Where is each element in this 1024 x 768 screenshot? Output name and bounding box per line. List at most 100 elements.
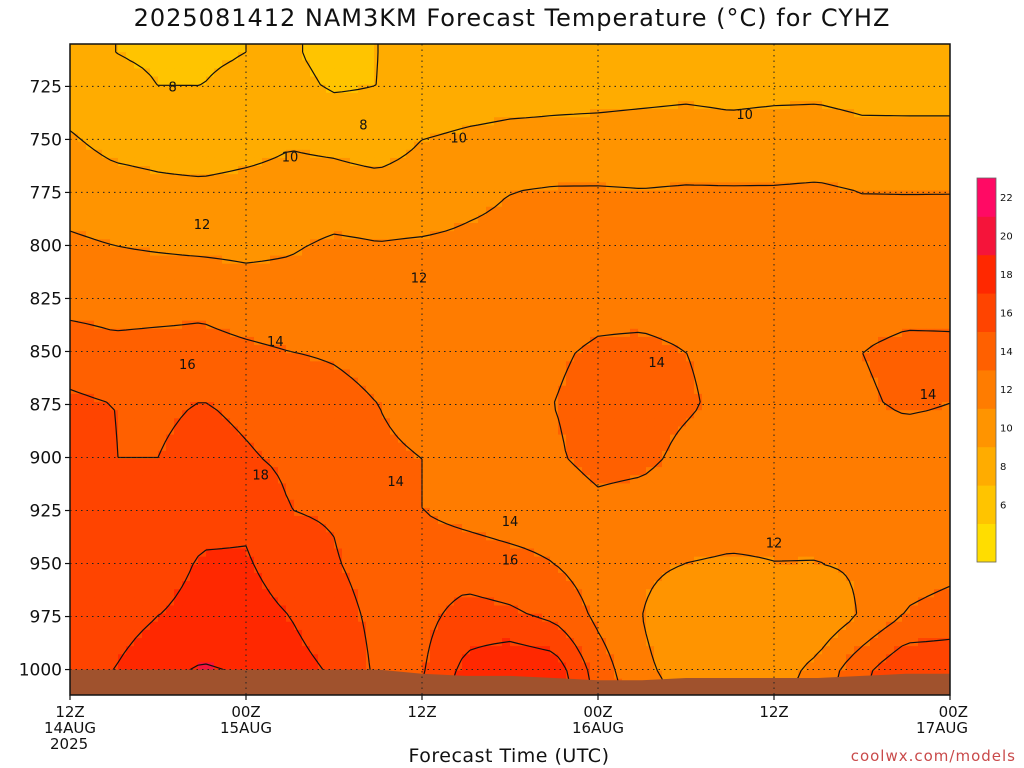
temperature-cell bbox=[374, 255, 383, 265]
temperature-cell bbox=[302, 385, 311, 395]
temperature-cell bbox=[414, 231, 423, 240]
temperature-cell bbox=[494, 125, 503, 135]
temperature-cell bbox=[526, 76, 535, 86]
temperature-cell bbox=[310, 336, 319, 346]
temperature-cell bbox=[582, 402, 591, 411]
temperature-cell bbox=[326, 223, 335, 232]
temperature-cell bbox=[318, 328, 327, 338]
temperature-cell bbox=[486, 68, 495, 78]
temperature-cell bbox=[598, 133, 607, 143]
temperature-cell bbox=[462, 100, 471, 110]
temperature-cell bbox=[542, 296, 551, 305]
temperature-cell bbox=[926, 84, 935, 94]
temperature-cell bbox=[878, 44, 887, 53]
temperature-cell bbox=[510, 125, 519, 135]
temperature-cell bbox=[86, 60, 95, 70]
temperature-cell bbox=[86, 190, 95, 200]
temperature-cell bbox=[422, 369, 431, 379]
temperature-cell bbox=[574, 198, 583, 208]
temperature-cell bbox=[78, 223, 87, 232]
temperature-cell bbox=[214, 393, 223, 403]
temperature-cell bbox=[222, 239, 231, 249]
temperature-cell bbox=[278, 271, 287, 281]
temperature-cell bbox=[230, 141, 239, 151]
temperature-cell bbox=[182, 149, 191, 159]
temperature-cell bbox=[270, 304, 279, 314]
temperature-cell bbox=[550, 255, 559, 265]
temperature-cell bbox=[310, 76, 319, 86]
temperature-cell bbox=[510, 336, 519, 346]
temperature-cell bbox=[414, 174, 423, 183]
temperature-cell bbox=[902, 353, 911, 362]
temperature-cell bbox=[134, 312, 143, 322]
temperature-cell bbox=[910, 247, 919, 257]
temperature-cell bbox=[526, 271, 535, 281]
temperature-cell bbox=[494, 328, 503, 338]
temperature-cell bbox=[158, 60, 167, 70]
temperature-cell bbox=[710, 385, 719, 395]
temperature-cell bbox=[86, 117, 95, 126]
temperature-cell bbox=[470, 231, 479, 240]
temperature-cell bbox=[166, 247, 175, 257]
temperature-cell bbox=[550, 44, 559, 53]
temperature-cell bbox=[806, 117, 815, 126]
temperature-cell bbox=[230, 44, 239, 53]
temperature-cell bbox=[598, 214, 607, 224]
temperature-cell bbox=[150, 125, 159, 135]
temperature-cell bbox=[774, 141, 783, 151]
temperature-cell bbox=[110, 125, 119, 135]
temperature-cell bbox=[566, 44, 575, 53]
temperature-cell bbox=[590, 206, 599, 216]
temperature-cell bbox=[174, 125, 183, 135]
temperature-cell bbox=[582, 44, 591, 53]
temperature-cell bbox=[534, 117, 543, 126]
temperature-cell bbox=[918, 52, 927, 61]
temperature-cell bbox=[710, 190, 719, 200]
temperature-cell bbox=[86, 336, 95, 346]
temperature-cell bbox=[718, 223, 727, 232]
temperature-cell bbox=[502, 109, 511, 118]
temperature-cell bbox=[678, 133, 687, 143]
temperature-cell bbox=[582, 157, 591, 167]
temperature-cell bbox=[422, 279, 431, 289]
temperature-cell bbox=[510, 320, 519, 330]
temperature-cell bbox=[246, 231, 255, 240]
temperature-cell bbox=[390, 263, 399, 273]
temperature-cell bbox=[222, 92, 231, 102]
temperature-cell bbox=[750, 60, 759, 70]
temperature-cell bbox=[302, 402, 311, 411]
temperature-cell bbox=[894, 84, 903, 94]
temperature-cell bbox=[694, 76, 703, 86]
temperature-cell bbox=[398, 410, 407, 419]
temperature-cell bbox=[638, 223, 647, 232]
temperature-cell bbox=[614, 157, 623, 167]
temperature-cell bbox=[942, 304, 950, 314]
temperature-cell bbox=[878, 198, 887, 208]
temperature-cell bbox=[718, 263, 727, 273]
temperature-cell bbox=[830, 109, 839, 118]
temperature-cell bbox=[118, 231, 127, 240]
temperature-cell bbox=[582, 206, 591, 216]
temperature-cell bbox=[670, 393, 679, 403]
temperature-cell bbox=[774, 312, 783, 322]
temperature-cell bbox=[398, 320, 407, 330]
temperature-cell bbox=[182, 100, 191, 110]
temperature-cell bbox=[254, 166, 263, 175]
temperature-cell bbox=[414, 271, 423, 281]
temperature-cell bbox=[830, 393, 839, 403]
temperature-cell bbox=[414, 296, 423, 305]
temperature-cell bbox=[198, 52, 207, 61]
temperature-cell bbox=[118, 336, 127, 346]
temperature-cell bbox=[454, 223, 463, 232]
temperature-cell bbox=[822, 369, 831, 379]
temperature-cell bbox=[934, 320, 943, 330]
temperature-cell bbox=[478, 109, 487, 118]
temperature-cell bbox=[790, 149, 799, 159]
temperature-cell bbox=[334, 141, 343, 151]
temperature-cell bbox=[118, 271, 127, 281]
temperature-cell bbox=[766, 255, 775, 265]
temperature-cell bbox=[558, 149, 567, 159]
temperature-cell bbox=[334, 247, 343, 257]
temperature-cell bbox=[358, 223, 367, 232]
temperature-cell bbox=[734, 223, 743, 232]
